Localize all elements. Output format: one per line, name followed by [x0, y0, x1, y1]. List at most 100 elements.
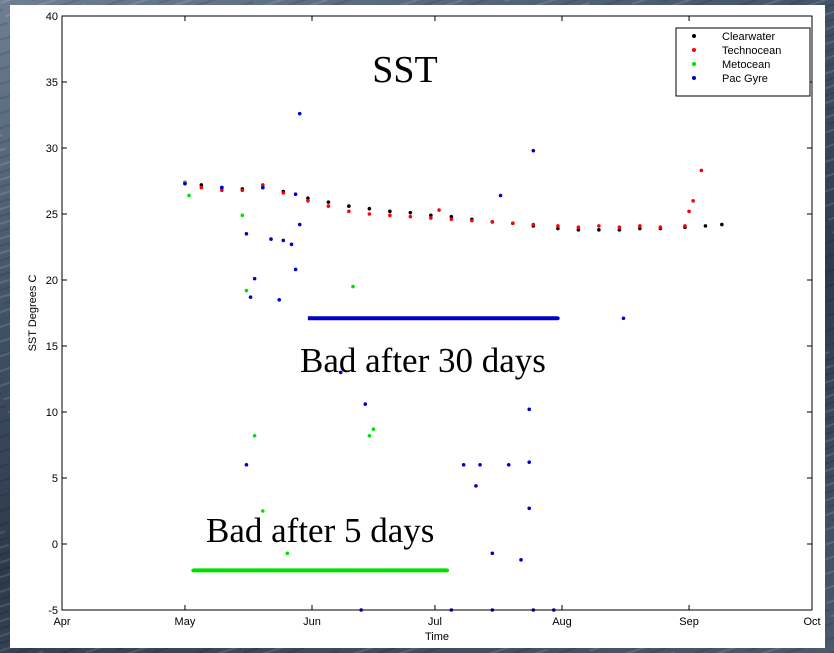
technocean-point: [367, 212, 372, 216]
metocean-point: [220, 568, 224, 573]
clearwater-point: [429, 213, 433, 218]
technocean-point: [511, 221, 515, 226]
pac-gyre-point: [347, 316, 351, 321]
pac-gyre-point: [429, 316, 433, 321]
x-tick-label: Sep: [679, 616, 699, 628]
metocean-point: [261, 509, 265, 513]
technocean-point: [429, 216, 433, 220]
pac-gyre-point: [269, 237, 273, 241]
clearwater-point: [347, 204, 351, 208]
pac-gyre-point: [252, 276, 257, 281]
y-tick-label: 20: [46, 275, 58, 287]
technocean-point: [437, 208, 441, 212]
pac-gyre-point: [490, 551, 495, 556]
pac-gyre-point: [506, 463, 511, 467]
y-tick-label: 5: [52, 473, 58, 485]
annotation-bad-after-30-days: Bad after 30 days: [300, 341, 546, 380]
x-tick-label: Aug: [552, 616, 572, 628]
pac-gyre-point: [220, 185, 224, 190]
technocean-point: [326, 204, 331, 208]
pac-gyre-point: [248, 295, 253, 299]
pac-gyre-point: [527, 460, 532, 464]
legend-entry-label: Clearwater: [722, 31, 776, 43]
technocean-point: [347, 209, 351, 214]
clearwater-point: [597, 228, 601, 232]
technocean-point: [261, 183, 265, 187]
technocean-point: [576, 225, 581, 229]
chart-title: SST: [372, 49, 437, 91]
clearwater-point: [556, 226, 560, 231]
technocean-point: [490, 220, 495, 224]
technocean-point: [699, 168, 704, 173]
clearwater-point: [576, 228, 581, 232]
metocean-point: [252, 433, 257, 438]
technocean-point: [687, 209, 691, 214]
pac-gyre-point: [297, 111, 302, 116]
legend-box: [675, 27, 811, 97]
metocean-point: [445, 568, 450, 573]
technocean-point: [240, 188, 245, 193]
metocean-point: [388, 568, 392, 573]
figure-panel: [10, 5, 825, 648]
clearwater-point: [326, 200, 331, 204]
metocean-point: [285, 551, 290, 556]
technocean-point: [531, 222, 536, 227]
legend-entry-label: Technocean: [722, 45, 781, 57]
y-tick-label: 40: [46, 11, 58, 23]
pac-gyre-point: [289, 242, 294, 247]
pac-gyre-point: [470, 316, 474, 321]
clearwater-point: [703, 224, 708, 228]
technocean-point: [617, 225, 622, 229]
legend-marker: [692, 34, 696, 38]
metocean-point: [347, 568, 351, 573]
technocean-point: [449, 217, 454, 222]
y-tick-label: 35: [46, 77, 58, 89]
technocean-point: [597, 224, 601, 228]
pac-gyre-point: [244, 232, 249, 236]
metocean-point: [351, 284, 355, 289]
y-tick-label: 15: [46, 341, 58, 353]
x-tick-label: Oct: [803, 616, 820, 628]
pac-gyre-point: [388, 316, 392, 321]
y-axis-label: SST Degrees C: [27, 275, 39, 352]
legend-marker: [692, 76, 696, 80]
pac-gyre-point: [277, 298, 282, 302]
clearwater-point: [306, 196, 310, 200]
technocean-point: [638, 224, 642, 228]
metocean-point: [371, 427, 376, 431]
legend-entry-label: Metocean: [722, 59, 770, 71]
pac-gyre-point: [310, 316, 314, 321]
clearwater-point: [199, 183, 204, 187]
technocean-point: [220, 188, 224, 193]
pac-gyre-point: [478, 463, 482, 467]
clearwater-point: [617, 228, 622, 232]
metocean-point: [302, 568, 306, 573]
pac-gyre-point: [531, 148, 536, 153]
metocean-point: [367, 433, 372, 438]
technocean-point: [388, 213, 392, 218]
y-tick-label: 10: [46, 407, 58, 419]
pac-gyre-point: [363, 402, 368, 406]
metocean-point: [191, 568, 195, 573]
legend-marker: [692, 62, 696, 66]
technocean-point: [306, 199, 310, 203]
technocean-point: [658, 225, 663, 229]
x-tick-label: Jun: [303, 616, 321, 628]
technocean-point: [691, 199, 695, 203]
y-tick-label: 25: [46, 209, 58, 221]
pac-gyre-point: [519, 558, 523, 562]
pac-gyre-point: [474, 484, 478, 488]
technocean-point: [470, 218, 474, 223]
pac-gyre-point: [498, 193, 503, 198]
annotation-bad-after-5-days: Bad after 5 days: [206, 511, 434, 550]
metocean-point: [240, 213, 245, 218]
clearwater-point: [449, 214, 454, 219]
x-tick-label: Apr: [53, 616, 70, 628]
pac-gyre-point: [527, 407, 532, 412]
technocean-point: [408, 214, 413, 219]
clearwater-point: [408, 210, 413, 215]
pac-gyre-point: [556, 316, 560, 321]
pac-gyre-point: [338, 370, 343, 375]
pac-gyre-point: [527, 506, 532, 511]
